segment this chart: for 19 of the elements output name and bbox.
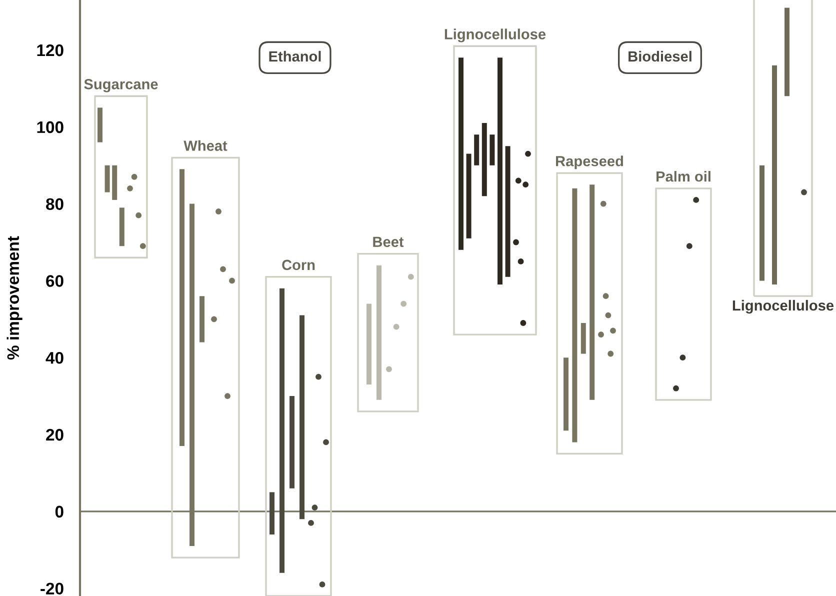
y-axis-title: % improvement [6, 236, 22, 360]
y-tick-label: 80 [46, 198, 64, 210]
x-tick-label: Lignocellulose [732, 300, 834, 314]
y-tick-label: 60 [46, 275, 64, 287]
y-tick-label: -20 [40, 582, 64, 595]
y-tick-label: 100 [37, 121, 64, 134]
y-tick-label: 120 [37, 44, 64, 56]
x-tick-label: Palm oil [656, 170, 710, 182]
annotation: Ethanol [269, 50, 321, 62]
x-tick-label: Corn [282, 260, 315, 270]
annotation: Biodiesel [628, 50, 692, 62]
x-tick-label: Lignocellulose [444, 28, 546, 42]
x-tick-label: Beet [373, 236, 404, 248]
x-tick-label: Rapeseed [556, 156, 623, 170]
x-tick-label: Sugarcane [84, 79, 158, 92]
y-tick-label: 40 [46, 352, 64, 364]
x-tick-label: Wheat [184, 140, 228, 151]
y-tick-label: 0 [55, 506, 64, 518]
y-tick-label: 20 [46, 428, 64, 441]
